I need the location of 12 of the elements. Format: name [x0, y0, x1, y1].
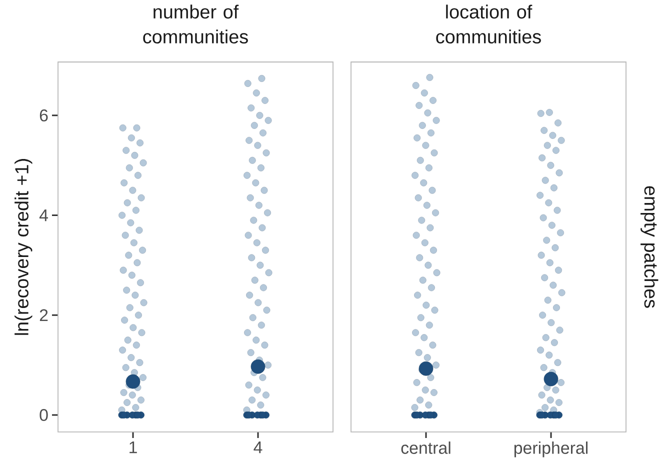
y-tick-label: 6 — [40, 109, 48, 122]
x-tick-label: 4 — [254, 442, 262, 454]
y-tick-label: 2 — [40, 309, 48, 322]
y-axis-title: ln(recovery credit +1) — [14, 159, 32, 335]
text: empty patches — [640, 186, 658, 308]
chart-title: location of communities — [436, 4, 541, 44]
x-tick-label: peripheral — [514, 442, 588, 458]
chart-title: number of communities — [143, 4, 248, 44]
y-tick-label: 4 — [39, 209, 48, 222]
x-tick-label: central — [401, 442, 450, 454]
x-tick-label: 1 — [130, 442, 137, 454]
y-tick-label: 0 — [40, 409, 48, 422]
